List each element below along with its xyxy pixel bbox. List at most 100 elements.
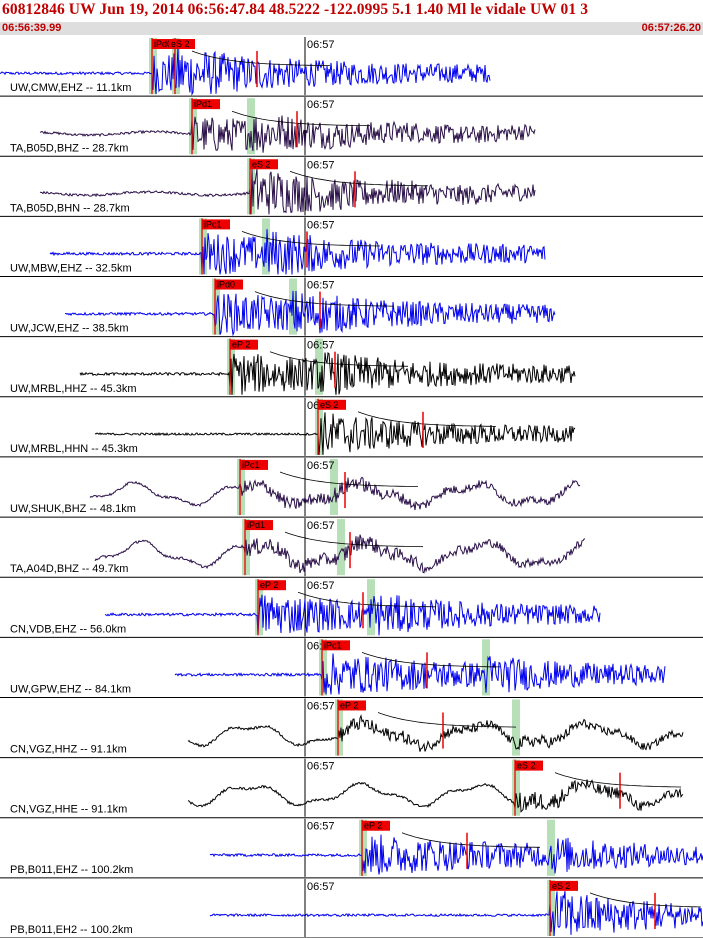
pick-label[interactable]: iPd0 <box>217 280 235 290</box>
station-label: CN,VGZ,HHE -- 91.1km <box>10 804 127 816</box>
pick-label[interactable]: eP 2 <box>232 340 250 350</box>
pick-label-box[interactable] <box>322 640 350 651</box>
coda-curve <box>357 411 496 427</box>
pick-label[interactable]: iPc1 <box>324 640 342 650</box>
pick-window <box>482 639 490 696</box>
station-label: PB,B011,EHZ -- 100.2km <box>10 864 133 876</box>
pick-window <box>512 699 520 756</box>
station-label: CN,VGZ,HHZ -- 91.1km <box>10 744 127 756</box>
pick-label[interactable]: iPc1 <box>204 219 222 229</box>
station-label: TA,B05D,BHN -- 28.7km <box>10 202 130 214</box>
pick-label-box[interactable] <box>550 880 578 891</box>
station-label: TA,A04D,BHZ -- 49.7km <box>10 563 128 575</box>
pick-label[interactable]: eP 2 <box>340 700 358 710</box>
waveform <box>39 115 536 153</box>
trace-row[interactable]: 06:57 iPd0 UW,JCW,EHZ -- 38.5km <box>0 277 703 338</box>
waveform <box>174 653 666 695</box>
minute-tick-label: 06:57 <box>307 159 335 171</box>
coda-curve <box>241 231 380 247</box>
pick-window <box>212 278 220 335</box>
trace-row[interactable]: 06:57 iPd1 TA,A04D,BHZ -- 49.7km <box>0 518 703 578</box>
waveform <box>64 290 556 337</box>
pick-label[interactable]: eS 2 <box>517 761 536 771</box>
pick-label-box[interactable] <box>245 520 273 531</box>
pick-label-box[interactable] <box>250 159 278 170</box>
coda-curve <box>361 652 500 668</box>
waveform <box>89 476 581 511</box>
pick-label[interactable]: eS 2 <box>252 159 271 169</box>
pick-label[interactable]: eP 2 <box>364 821 382 831</box>
pick-label[interactable]: iPd1 <box>194 99 212 109</box>
waveform <box>39 168 536 215</box>
pick-label[interactable]: iPd0 <box>154 39 172 49</box>
pick-label-box[interactable] <box>318 399 346 410</box>
pick-label-box[interactable] <box>152 39 180 49</box>
s-pick-label[interactable]: eS 2 <box>171 39 190 49</box>
pick-window <box>315 398 323 455</box>
pick-label-box[interactable] <box>338 700 366 711</box>
coda-curve <box>289 170 429 187</box>
coda-curve <box>401 832 540 848</box>
pick-window <box>315 338 323 395</box>
coda-curve <box>377 712 517 728</box>
minute-tick-label: 06:57 <box>307 99 335 111</box>
station-label: UW,GPW,EHZ -- 84.1km <box>10 683 131 695</box>
trace-row[interactable]: 06:57 iPc1 UW,MBW,EHZ -- 32.5km <box>0 217 703 278</box>
waveform <box>94 534 586 574</box>
pick-label[interactable]: eS 2 <box>320 400 339 410</box>
pick-window <box>359 819 367 876</box>
trace-row[interactable]: 06:57 eP 2 CN,VDB,EHZ -- 56.0km <box>0 578 703 638</box>
s-pick-label-box[interactable] <box>169 39 195 49</box>
pick-label-box[interactable] <box>230 339 258 350</box>
pick-window <box>337 519 345 576</box>
station-label: UW,MRBL,HHZ -- 45.3km <box>10 383 137 395</box>
coda-curve <box>254 291 393 307</box>
time-range-bar: 06:56:39.99 06:57:26.20 <box>0 22 703 35</box>
minute-tick-label: 06:57 <box>307 520 335 532</box>
pick-label-box[interactable] <box>362 820 390 831</box>
waveform <box>79 351 576 395</box>
waveform <box>209 891 703 937</box>
pick-label-box[interactable] <box>215 279 243 290</box>
trace-row[interactable]: 06:57 eS 2 PB,B011,EH2 -- 100.2km <box>0 878 703 938</box>
waveform <box>49 229 546 275</box>
minute-tick-label: 06:57 <box>307 761 335 773</box>
station-label: UW,SHUK,BHZ -- 48.1km <box>10 503 136 515</box>
trace-row[interactable]: 06:57 iPc1 UW,SHUK,BHZ -- 48.1km <box>0 457 703 518</box>
pick-window <box>547 879 555 936</box>
pick-label-box[interactable] <box>202 219 230 230</box>
pick-window <box>335 699 343 756</box>
start-time: 06:56:39.99 <box>2 22 62 34</box>
coda-curve <box>297 591 436 608</box>
pick-window <box>247 158 255 215</box>
pick-label[interactable]: eP 2 <box>260 580 278 590</box>
station-label: UW,MRBL,HHN -- 45.3km <box>10 443 138 455</box>
waveform <box>209 834 703 875</box>
pick-label-box[interactable] <box>240 459 268 470</box>
pick-label-box[interactable] <box>192 99 220 110</box>
pick-label[interactable]: eS 2 <box>552 881 571 891</box>
pick-window <box>149 38 157 95</box>
trace-row[interactable]: 06:57 eS 2 CN,VGZ,HHE -- 91.1km <box>0 758 703 819</box>
trace-row[interactable]: 06:57 eP 2 CN,VGZ,HHZ -- 91.1km <box>0 698 703 759</box>
pick-label[interactable]: iPd1 <box>247 520 265 530</box>
pick-label[interactable]: iPc1 <box>242 460 260 470</box>
pick-window <box>512 759 520 816</box>
waveform <box>94 412 576 455</box>
pick-label-box[interactable] <box>258 580 286 591</box>
minute-tick-label: 06:57 <box>307 700 335 712</box>
coda-curve <box>589 892 702 908</box>
station-label: CN,VDB,EHZ -- 56.0km <box>10 623 126 635</box>
trace-row[interactable]: 06:57 eP 2 PB,B011,EHZ -- 100.2km <box>0 818 703 879</box>
trace-row[interactable]: 06:57 eS 2 TA,B05D,BHN -- 28.7km <box>0 157 703 217</box>
pick-label-box[interactable] <box>515 760 543 771</box>
minute-tick-label: 06:57 <box>307 39 335 51</box>
station-label: TA,B05D,BHZ -- 28.7km <box>10 142 128 154</box>
coda-curve <box>231 110 370 127</box>
trace-row[interactable]: 06:57 eP 2 UW,MRBL,HHZ -- 45.3km <box>0 337 703 398</box>
trace-row[interactable]: 06:57 iPd1 TA,B05D,BHZ -- 28.7km <box>0 97 703 157</box>
